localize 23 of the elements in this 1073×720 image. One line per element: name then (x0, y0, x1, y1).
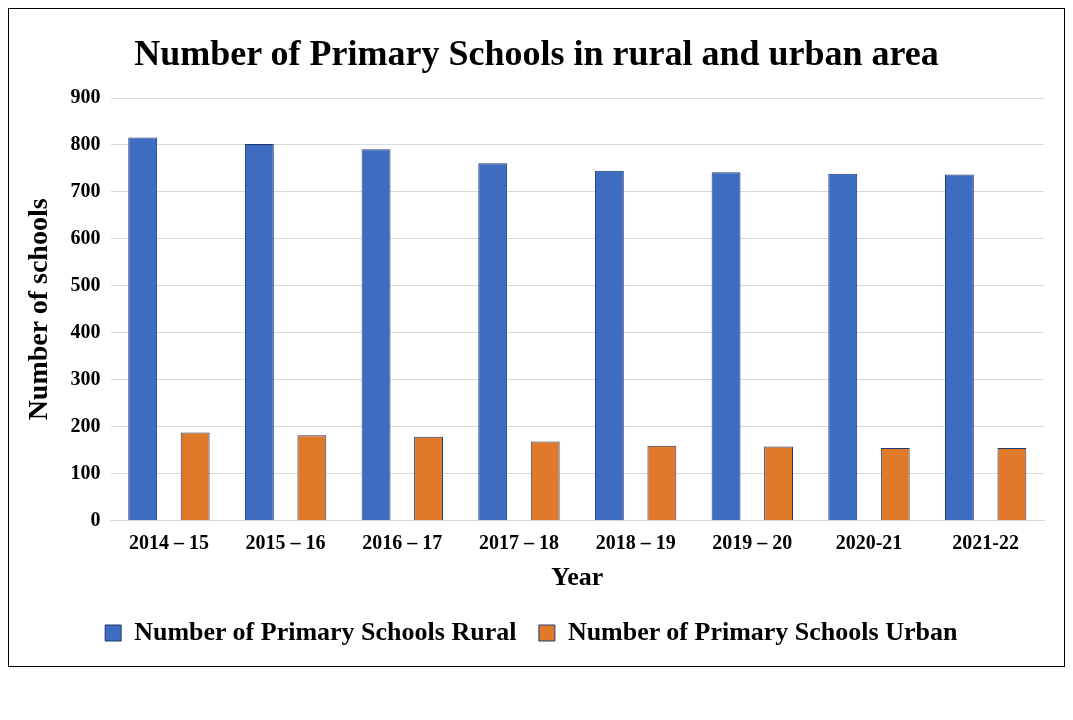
x-tick-label: 2015 – 16 (245, 530, 326, 553)
x-tick-label: 2017 – 18 (478, 530, 559, 553)
y-tick-label: 0 (90, 507, 101, 530)
x-tick-label: 2021-22 (952, 530, 1019, 553)
y-tick-label: 800 (70, 132, 101, 155)
y-tick-label: 400 (70, 320, 101, 343)
y-tick-label: 300 (70, 367, 101, 390)
y-tick-label: 100 (70, 460, 101, 483)
y-tick-label: 600 (70, 226, 101, 249)
x-tick-label: 2016 – 17 (362, 530, 443, 553)
y-axis-title: Number of schools (22, 198, 54, 421)
x-tick-label: 2020-21 (835, 530, 903, 553)
chart-title: Number of Primary Schools in rural and urban area (133, 32, 940, 75)
y-tick-label: 200 (70, 414, 101, 437)
x-tick-label: 2014 – 15 (128, 530, 209, 553)
y-tick-label: 900 (70, 85, 101, 108)
y-tick-label: 700 (70, 179, 101, 202)
x-axis-title: Year (551, 562, 604, 592)
y-tick-label: 500 (70, 273, 101, 296)
legend-label: Number of Primary Schools Rural (134, 616, 517, 646)
x-tick-label: 2018 – 19 (595, 530, 676, 553)
x-tick-label: 2019 – 20 (712, 530, 793, 553)
legend-label: Number of Primary Schools Urban (567, 616, 958, 646)
